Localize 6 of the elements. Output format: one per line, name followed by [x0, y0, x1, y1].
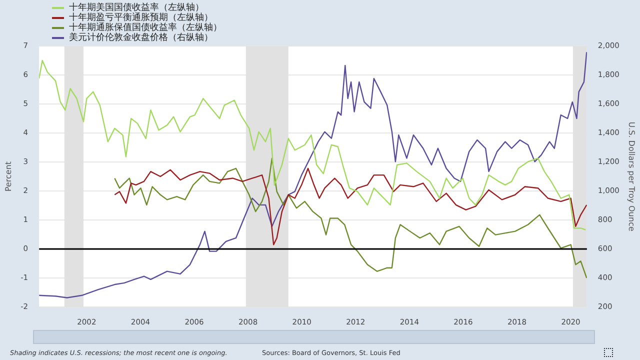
- legend-label: 十年期美国国债收益率（左纵轴）: [69, 3, 204, 13]
- y-axis-title: Percent: [4, 161, 13, 192]
- y2-axis-title: U.S. Dollars per Troy Ounce: [627, 122, 636, 232]
- legend-label: 十年期盈亏平衡通胀预期（左纵轴）: [69, 13, 213, 23]
- legend-label: 美元计价伦敦金收盘价格（右纵轴）: [69, 33, 213, 43]
- legend-label: 十年期通胀保值国债收益率（左纵轴）: [69, 23, 222, 33]
